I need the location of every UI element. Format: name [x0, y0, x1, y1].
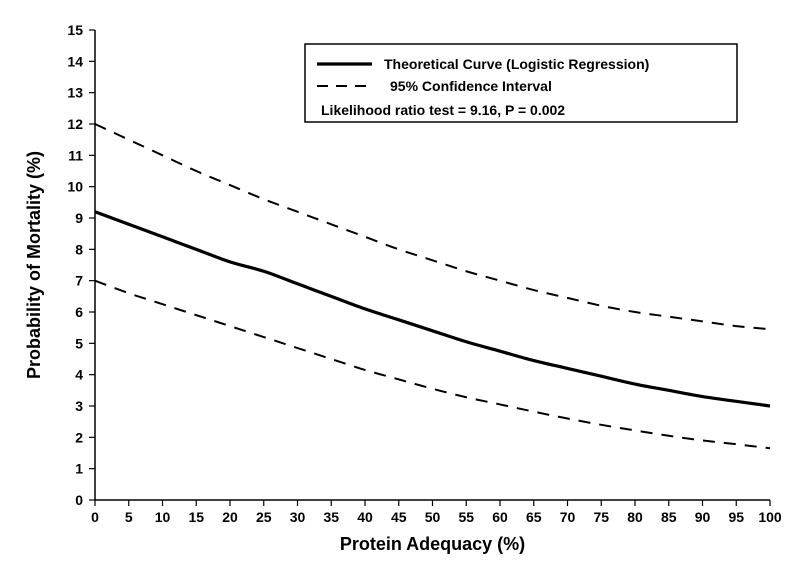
y-tick-label: 3 [75, 398, 83, 414]
y-tick-label: 7 [75, 273, 83, 289]
x-tick-label: 60 [492, 509, 508, 525]
curves [95, 124, 770, 448]
x-tick-label: 100 [758, 509, 782, 525]
y-tick-label: 4 [75, 367, 83, 383]
y-tick-label: 6 [75, 304, 83, 320]
x-tick-label: 15 [188, 509, 204, 525]
x-tick-label: 5 [125, 509, 133, 525]
ci-upper-curve [95, 124, 770, 329]
x-tick-label: 85 [661, 509, 677, 525]
x-tick-label: 95 [728, 509, 744, 525]
y-tick-label: 5 [75, 335, 83, 351]
y-tick-label: 8 [75, 241, 83, 257]
x-tick-label: 45 [391, 509, 407, 525]
ci-lower-curve [95, 281, 770, 449]
theoretical-curve [95, 212, 770, 406]
y-tick-label: 10 [67, 179, 83, 195]
y-tick-label: 0 [75, 492, 83, 508]
y-tick-label: 13 [67, 85, 83, 101]
legend-stat-text: Likelihood ratio test = 9.16, P = 0.002 [321, 102, 565, 118]
legend: Theoretical Curve (Logistic Regression) 9… [305, 44, 737, 122]
x-tick-label: 75 [593, 509, 609, 525]
mortality-chart: 0510152025303540455055606570758085909510… [0, 0, 797, 582]
chart-container: 0510152025303540455055606570758085909510… [0, 0, 797, 582]
x-tick-label: 25 [256, 509, 272, 525]
legend-label-theoretical: Theoretical Curve (Logistic Regression) [384, 56, 649, 72]
y-axis-title: Probability of Mortality (%) [24, 151, 44, 379]
x-tick-label: 65 [526, 509, 542, 525]
y-tick-label: 9 [75, 210, 83, 226]
x-tick-label: 40 [357, 509, 373, 525]
y-tick-label: 14 [67, 53, 83, 69]
x-tick-label: 30 [290, 509, 306, 525]
x-tick-label: 80 [627, 509, 643, 525]
y-tick-label: 1 [75, 461, 83, 477]
y-tick-label: 2 [75, 429, 83, 445]
y-tick-label: 11 [68, 147, 83, 163]
x-tick-label: 50 [425, 509, 441, 525]
x-tick-label: 0 [91, 509, 99, 525]
axes: 0510152025303540455055606570758085909510… [67, 22, 781, 525]
x-tick-label: 70 [560, 509, 576, 525]
axis-titles: Protein Adequacy (%) Probability of Morta… [24, 151, 525, 554]
x-tick-label: 20 [222, 509, 238, 525]
y-tick-label: 12 [67, 116, 83, 132]
y-tick-label: 15 [67, 22, 83, 38]
legend-label-ci: 95% Confidence Interval [390, 78, 552, 94]
x-tick-label: 55 [458, 509, 474, 525]
x-tick-label: 90 [695, 509, 711, 525]
x-tick-label: 35 [323, 509, 339, 525]
x-axis-title: Protein Adequacy (%) [340, 534, 525, 554]
x-tick-label: 10 [155, 509, 171, 525]
